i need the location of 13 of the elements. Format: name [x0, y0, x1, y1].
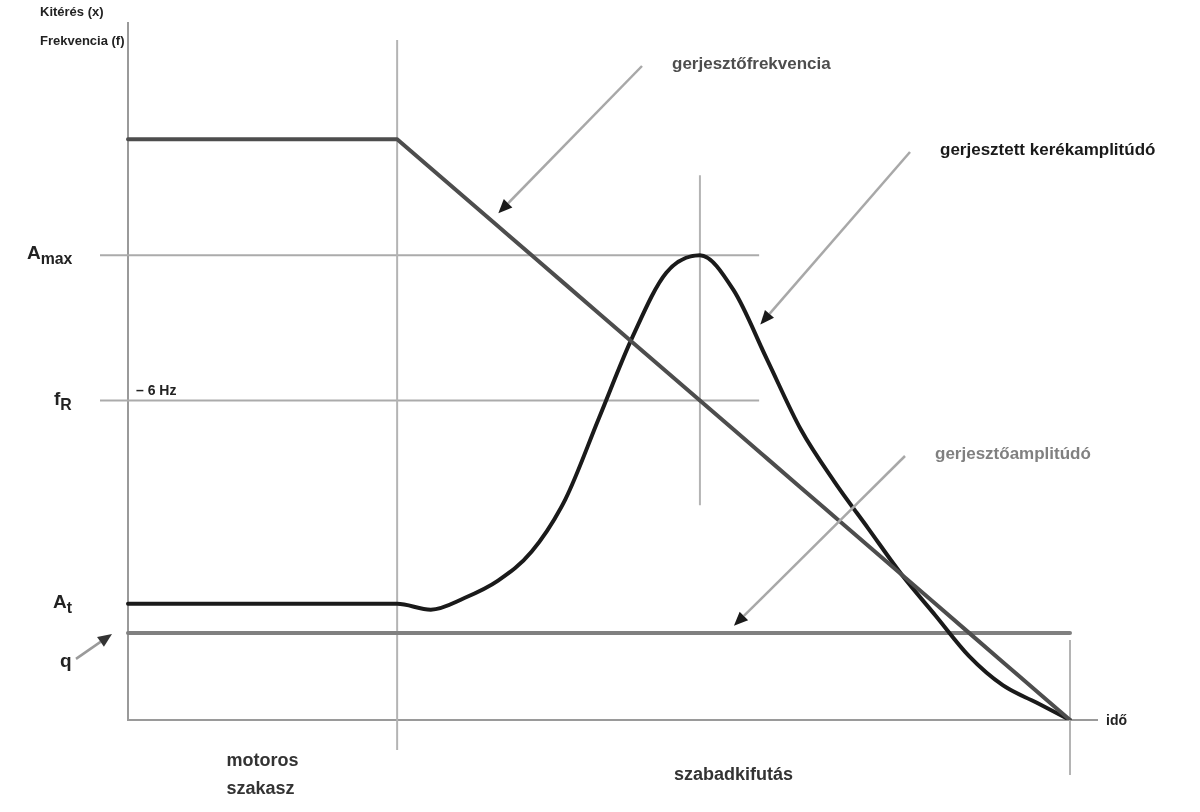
text: q: [60, 649, 72, 672]
text: szabadkifutás: [674, 763, 794, 786]
ref-line-label: A$_{max}$: [27, 242, 73, 269]
ref-line-label: f$_{R}$: [54, 387, 72, 414]
text: Kitérés (x): [40, 4, 104, 19]
text: gerjesztőamplitúdó: [935, 443, 1091, 465]
annotation: – 6 Hz: [136, 381, 177, 398]
text: gerjesztett kerékamplitúdó: [940, 139, 1156, 161]
text: A$_{t}$: [53, 590, 73, 617]
text: gerjesztőfrekvencia: [672, 53, 831, 75]
text: Frekvencia (f): [40, 33, 125, 48]
text: motoros szakasz: [226, 749, 299, 800]
x-axis-title: idő: [1106, 712, 1127, 728]
